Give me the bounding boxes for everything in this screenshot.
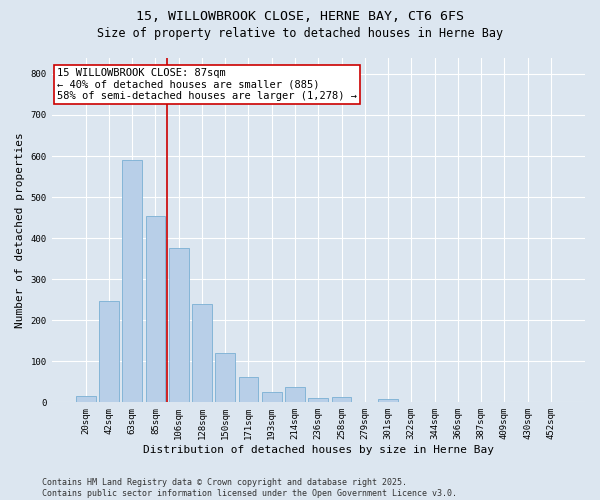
Bar <box>378 399 398 402</box>
Text: 15 WILLOWBROOK CLOSE: 87sqm
← 40% of detached houses are smaller (885)
58% of se: 15 WILLOWBROOK CLOSE: 87sqm ← 40% of det… <box>57 68 357 101</box>
Bar <box>192 304 212 402</box>
Bar <box>332 398 352 402</box>
Bar <box>285 387 305 402</box>
Bar <box>99 300 119 402</box>
Bar <box>308 398 328 402</box>
Y-axis label: Number of detached properties: Number of detached properties <box>15 132 25 328</box>
Bar <box>262 392 281 402</box>
Bar <box>122 160 142 402</box>
X-axis label: Distribution of detached houses by size in Herne Bay: Distribution of detached houses by size … <box>143 445 494 455</box>
Text: Size of property relative to detached houses in Herne Bay: Size of property relative to detached ho… <box>97 28 503 40</box>
Bar <box>76 396 95 402</box>
Text: Contains HM Land Registry data © Crown copyright and database right 2025.
Contai: Contains HM Land Registry data © Crown c… <box>42 478 457 498</box>
Text: 15, WILLOWBROOK CLOSE, HERNE BAY, CT6 6FS: 15, WILLOWBROOK CLOSE, HERNE BAY, CT6 6F… <box>136 10 464 23</box>
Bar <box>215 353 235 403</box>
Bar <box>169 248 188 402</box>
Bar <box>239 377 259 402</box>
Bar <box>146 216 166 402</box>
